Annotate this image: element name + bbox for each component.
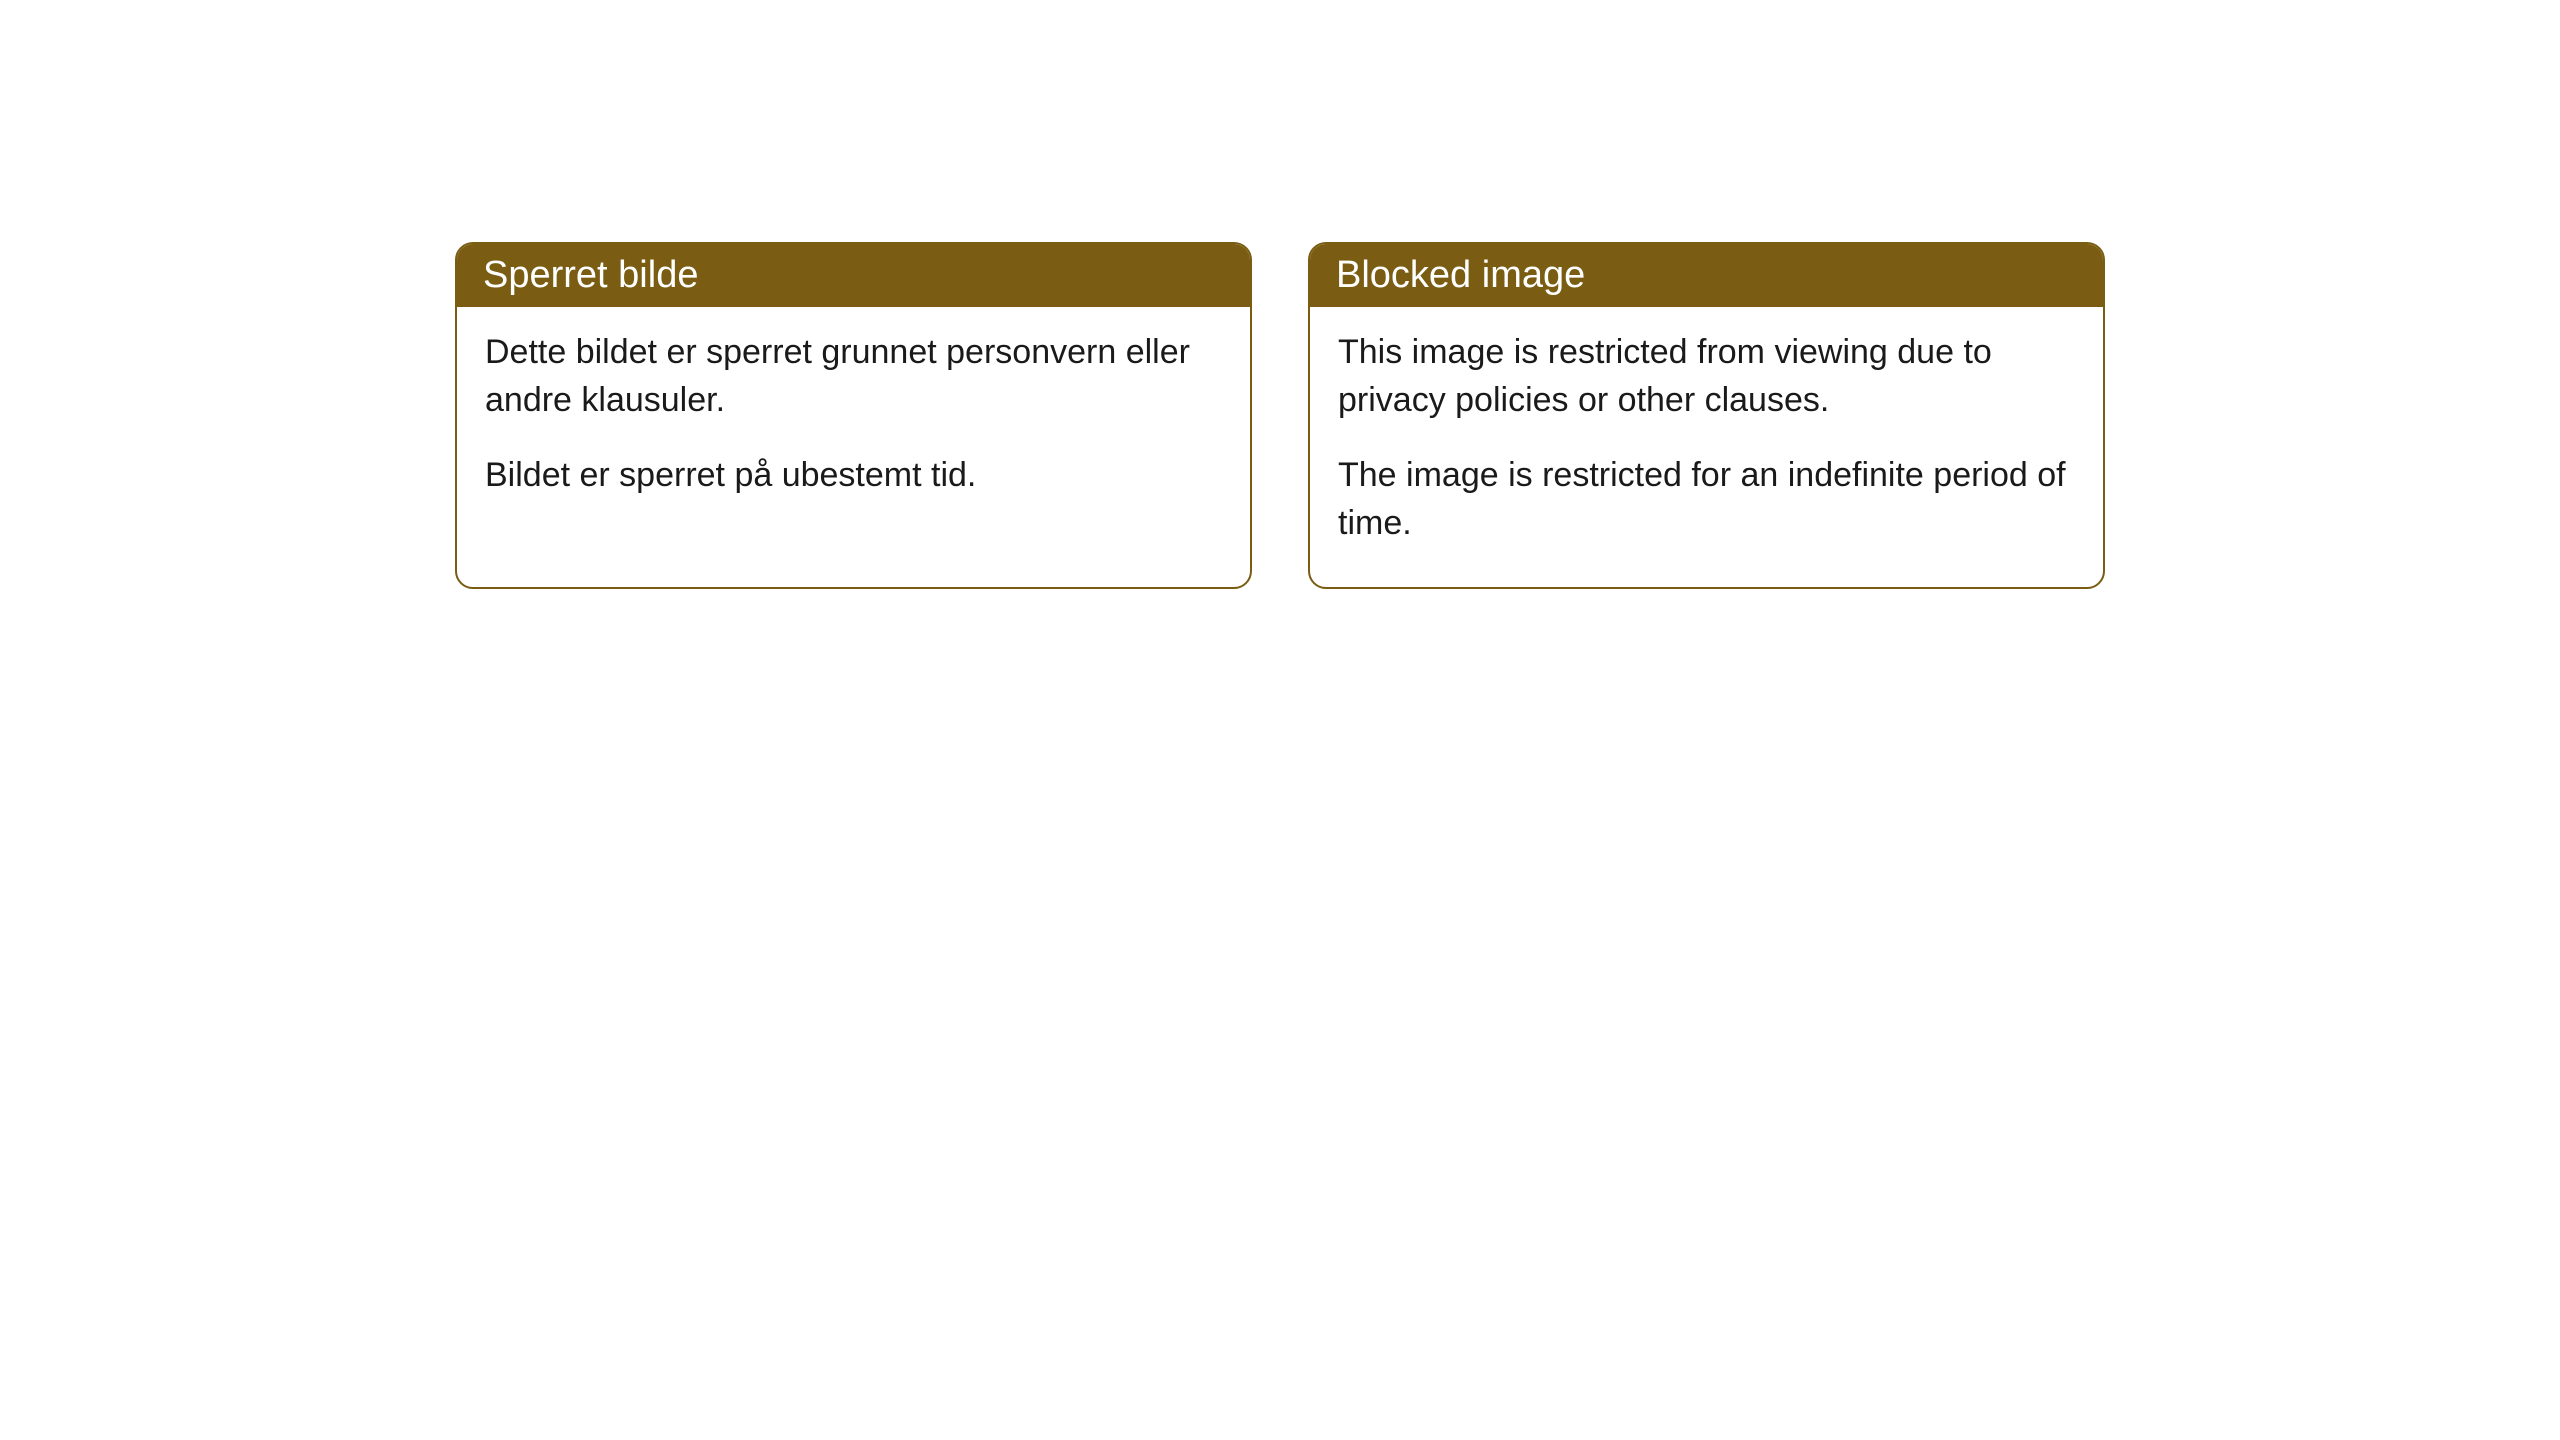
notice-cards-container: Sperret bilde Dette bildet er sperret gr… — [0, 0, 2560, 589]
card-title: Sperret bilde — [483, 254, 698, 296]
card-text-paragraph: Bildet er sperret på ubestemt tid. — [485, 452, 1222, 500]
card-text-paragraph: The image is restricted for an indefinit… — [1338, 452, 2075, 547]
notice-card-english: Blocked image This image is restricted f… — [1308, 242, 2105, 589]
card-body-norwegian: Dette bildet er sperret grunnet personve… — [457, 307, 1250, 540]
card-title: Blocked image — [1336, 254, 1585, 296]
card-header-norwegian: Sperret bilde — [457, 244, 1250, 307]
card-body-english: This image is restricted from viewing du… — [1310, 307, 2103, 587]
card-text-paragraph: This image is restricted from viewing du… — [1338, 329, 2075, 424]
card-text-paragraph: Dette bildet er sperret grunnet personve… — [485, 329, 1222, 424]
card-header-english: Blocked image — [1310, 244, 2103, 307]
notice-card-norwegian: Sperret bilde Dette bildet er sperret gr… — [455, 242, 1252, 589]
